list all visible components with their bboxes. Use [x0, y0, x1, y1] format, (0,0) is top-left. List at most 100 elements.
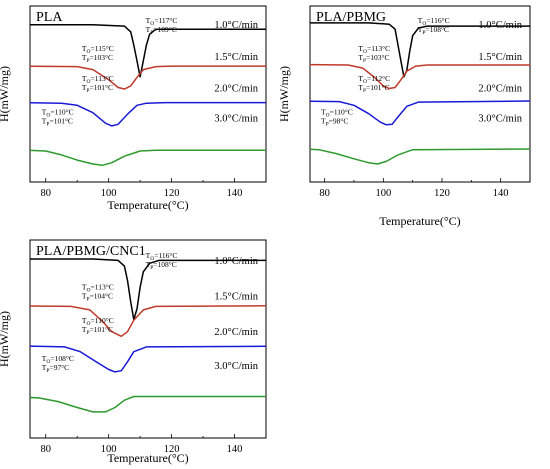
- peak-temp: 103°C: [94, 53, 113, 62]
- temperature-annotation: TO=110°CTP=98°C: [321, 107, 353, 127]
- series-line-1: [30, 24, 266, 78]
- temperature-annotation: TO=113°CTP=104°C: [82, 283, 114, 303]
- peak-temp: 108°C: [158, 260, 177, 269]
- peak-temp: 101°C: [54, 116, 73, 125]
- onset-value: =: [90, 74, 94, 83]
- peak-temp: 108°C: [430, 25, 449, 34]
- onset-label: TO=115°C: [82, 44, 114, 55]
- rate-label: 3.0°C/min: [214, 361, 258, 372]
- onset-temp: 110°C: [334, 107, 353, 116]
- temperature-annotation: TO=117°CTP=109°C: [146, 16, 178, 36]
- rate-label: 1.0°C/min: [214, 20, 258, 31]
- x-tick-label: 100: [101, 188, 117, 199]
- x-tick-label: 140: [493, 188, 509, 199]
- y-axis-label: H(mW/mg): [277, 66, 291, 122]
- chart-panel-1: 80 100 120 140 Temperature(°C) H(mW/mg) PLA 1.0…: [0, 5, 267, 212]
- panel-title: PLA/PBMG: [316, 10, 386, 25]
- x-axis-label: Temperature(°C): [379, 214, 460, 228]
- peak-label: TP=108°C: [418, 25, 449, 36]
- series-line-4: [30, 395, 266, 413]
- series-line-3: [310, 100, 530, 126]
- onset-value: =: [50, 354, 54, 363]
- peak-label: TP=98°C: [321, 116, 348, 127]
- series-line-2: [310, 63, 530, 90]
- x-tick-label: 100: [375, 188, 391, 199]
- rate-label: 1.0°C/min: [214, 256, 258, 267]
- onset-temp: 116°C: [158, 251, 177, 260]
- series-line-3: [30, 345, 266, 373]
- temperature-annotation: TO=116°CTP=108°C: [418, 16, 450, 36]
- peak-temp: 101°C: [94, 83, 113, 92]
- x-tick-label: 100: [101, 444, 117, 455]
- onset-value: =: [90, 44, 94, 53]
- peak-value: =: [425, 25, 429, 34]
- onset-temp: 108°C: [55, 354, 74, 363]
- onset-label: TO=112°C: [358, 74, 390, 85]
- rate-label: 3.0°C/min: [478, 113, 522, 124]
- peak-label: TP=101°C: [358, 83, 389, 94]
- peak-value: =: [366, 53, 370, 62]
- onset-temp: 115°C: [95, 44, 114, 53]
- temperature-annotation: TO=110°CTP=101°C: [82, 316, 114, 336]
- onset-temp: 113°C: [95, 283, 114, 292]
- plot-frame: [309, 5, 531, 183]
- rate-label: 2.0°C/min: [214, 83, 258, 94]
- peak-value: =: [329, 116, 333, 125]
- onset-label: TO=113°C: [82, 74, 114, 85]
- x-tick-label: 80: [319, 188, 330, 199]
- temperature-annotation: TO=108°CTP=97°C: [42, 354, 74, 374]
- onset-value: =: [367, 74, 371, 83]
- x-tick-label: 120: [434, 188, 450, 199]
- peak-label: TP=103°C: [358, 53, 389, 64]
- onset-label: TO=110°C: [42, 107, 74, 118]
- plot-frame: [29, 239, 267, 439]
- x-tick-label: 80: [40, 444, 51, 455]
- peak-temp: 104°C: [94, 292, 113, 301]
- peak-value: =: [49, 116, 53, 125]
- peak-value: =: [366, 83, 370, 92]
- temperature-annotation: TO=110°CTP=101°C: [42, 107, 74, 127]
- peak-temp: 97°C: [54, 363, 70, 372]
- rate-label: 1.5°C/min: [214, 291, 258, 302]
- peak-value: =: [153, 25, 157, 34]
- onset-label: TO=113°C: [82, 283, 114, 294]
- series-line-4: [310, 148, 530, 165]
- x-tick-label: 120: [164, 444, 180, 455]
- temperature-annotation: TO=116°CTP=108°C: [146, 251, 178, 271]
- peak-temp: 98°C: [333, 116, 349, 125]
- x-tick-label: 80: [40, 188, 51, 199]
- temperature-annotation: TO=115°CTP=103°C: [82, 44, 114, 64]
- onset-value: =: [154, 16, 158, 25]
- rate-label: 2.0°C/min: [478, 83, 522, 94]
- peak-label: TP=101°C: [42, 116, 73, 127]
- series-line-3: [30, 101, 266, 127]
- onset-value: =: [90, 283, 94, 292]
- rate-label: 1.5°C/min: [478, 52, 522, 63]
- series-line-1: [310, 22, 530, 78]
- chart-panel-3: 80 100 120 140 Temperature(°C) H(mW/mg) PLA/PB…: [0, 239, 267, 465]
- onset-temp: 113°C: [371, 44, 390, 53]
- onset-label: TO=117°C: [146, 16, 178, 27]
- peak-label: TP=103°C: [82, 53, 113, 64]
- onset-temp: 112°C: [371, 74, 390, 83]
- peak-label: TP=101°C: [82, 83, 113, 94]
- peak-value: =: [153, 260, 157, 269]
- rate-label: 2.0°C/min: [214, 327, 258, 338]
- x-axis-label: Temperature(°C): [107, 198, 188, 212]
- peak-label: TP=104°C: [82, 292, 113, 303]
- onset-value: =: [426, 16, 430, 25]
- onset-label: TO=110°C: [321, 107, 353, 118]
- peak-value: =: [90, 83, 94, 92]
- rate-label: 1.5°C/min: [214, 52, 258, 63]
- peak-label: TP=97°C: [42, 363, 69, 374]
- onset-value: =: [154, 251, 158, 260]
- peak-label: TP=109°C: [146, 25, 177, 36]
- panel-title: PLA: [36, 10, 63, 25]
- plot-frame: [29, 5, 267, 183]
- onset-value: =: [50, 107, 54, 116]
- temperature-annotation: TO=113°CTP=101°C: [82, 74, 114, 94]
- onset-temp: 117°C: [158, 16, 177, 25]
- peak-temp: 101°C: [370, 83, 389, 92]
- y-axis-label: H(mW/mg): [0, 66, 11, 122]
